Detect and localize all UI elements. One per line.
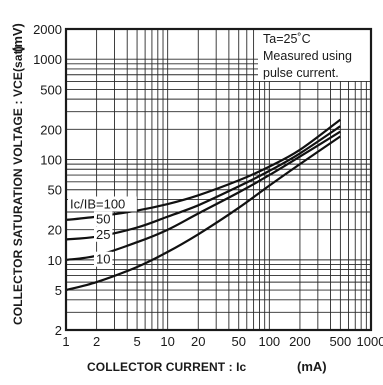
x-axis-unit: (mA) — [297, 359, 327, 374]
curve-label: 25 — [96, 227, 110, 242]
y-tick-label: 20 — [48, 223, 62, 238]
x-tick-label: 100 — [258, 334, 280, 349]
x-tick-label: 20 — [191, 334, 205, 349]
x-tick-label: 500 — [330, 334, 352, 349]
annotation-background — [258, 29, 370, 81]
x-axis-title: COLLECTOR CURRENT : Ic — [87, 360, 247, 374]
curve-label-bg — [94, 251, 113, 267]
y-axis-title-group: COLLECTOR SATURATION VOLTAGE : VCE(sat) — [11, 46, 25, 325]
curve-label-bg — [94, 226, 113, 242]
y-tick-label: 1000 — [33, 52, 62, 67]
x-tick-label: 2 — [93, 334, 100, 349]
annotation-box: Ta=25˚C Measured using pulse current. — [258, 29, 370, 81]
x-tick-label: 200 — [289, 334, 311, 349]
y-axis-title: COLLECTOR SATURATION VOLTAGE : VCE(sat) — [11, 46, 25, 325]
y-tick-label: 2000 — [33, 22, 62, 37]
curve-label-bg — [68, 196, 137, 212]
annotation-temperature: Ta=25˚C — [263, 32, 311, 46]
series-line-3 — [65, 135, 342, 292]
curve-label: 10 — [96, 252, 110, 267]
y-tick-label: 500 — [40, 82, 62, 97]
curve-label: 50 — [96, 212, 110, 227]
y-tick-label: 5 — [55, 283, 62, 298]
tick-labels: 1 2 5 10 20 50 100 200 500 1000251020501002005001… — [33, 22, 383, 349]
y-tick-label: 100 — [40, 153, 62, 168]
x-tick-label: 1 — [62, 334, 69, 349]
y-tick-label: 2 — [55, 323, 62, 338]
annotation-method: Measured using — [263, 49, 352, 63]
curve-label-bg — [94, 211, 113, 227]
plot-frame — [64, 27, 373, 332]
x-tick-label: 1000 — [357, 334, 383, 349]
y-tick-label: 10 — [48, 253, 62, 268]
annotation-method-cont: pulse current. — [263, 66, 339, 80]
curve-label: Ic/IB=100 — [70, 197, 125, 212]
y-tick-label: 50 — [48, 183, 62, 198]
x-tick-label: 50 — [231, 334, 245, 349]
y-axis-unit-group: (mV) — [10, 23, 25, 52]
x-tick-label: 5 — [133, 334, 140, 349]
y-tick-label: 200 — [40, 122, 62, 137]
y-axis-unit: (mV) — [10, 23, 25, 52]
x-tick-label: 10 — [160, 334, 174, 349]
